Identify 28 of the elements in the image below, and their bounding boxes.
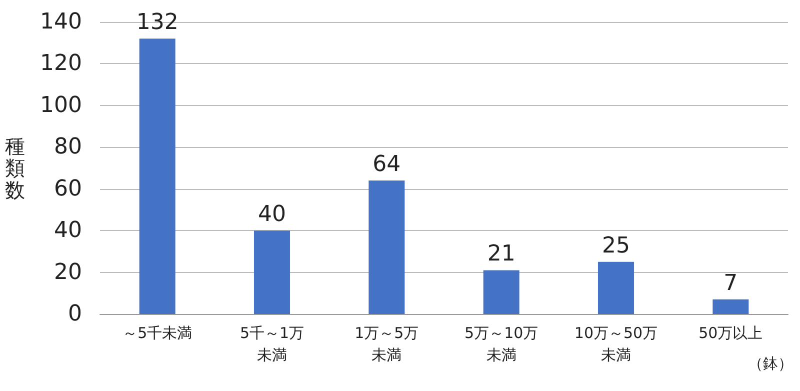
bar	[712, 299, 749, 314]
x-tick-label: 50万以上	[698, 324, 763, 342]
x-tick-label: 1万～5万未満	[354, 324, 419, 364]
x-tick-label: ～5千未満	[122, 324, 192, 342]
bar	[254, 230, 290, 314]
y-tick-label: 0	[68, 302, 82, 326]
x-axis-title: （鉢）	[748, 354, 793, 372]
x-tick-label: 5万～10万未満	[464, 324, 538, 364]
y-tick-label: 40	[54, 218, 82, 244]
y-tick-label: 60	[54, 176, 82, 202]
y-axis-title: 種類数	[5, 134, 25, 202]
y-tick-label: 120	[40, 51, 82, 76]
y-tick-label: 20	[54, 260, 82, 285]
data-label: 25	[602, 233, 630, 258]
data-label: 132	[136, 10, 178, 36]
bar	[598, 262, 634, 314]
x-tick-label: 5千～1万未満	[240, 324, 304, 364]
bar	[483, 270, 520, 314]
data-label: 21	[487, 242, 516, 267]
data-label: 40	[258, 202, 286, 228]
y-tick-label: 80	[54, 134, 82, 160]
bar	[368, 180, 405, 314]
y-tick-label: 100	[40, 92, 82, 118]
x-tick-label: 10万～50万未満	[574, 324, 658, 364]
y-tick-label: 140	[40, 10, 82, 34]
data-label: 7	[724, 270, 738, 296]
bar	[139, 38, 176, 314]
data-label: 64	[372, 152, 401, 178]
